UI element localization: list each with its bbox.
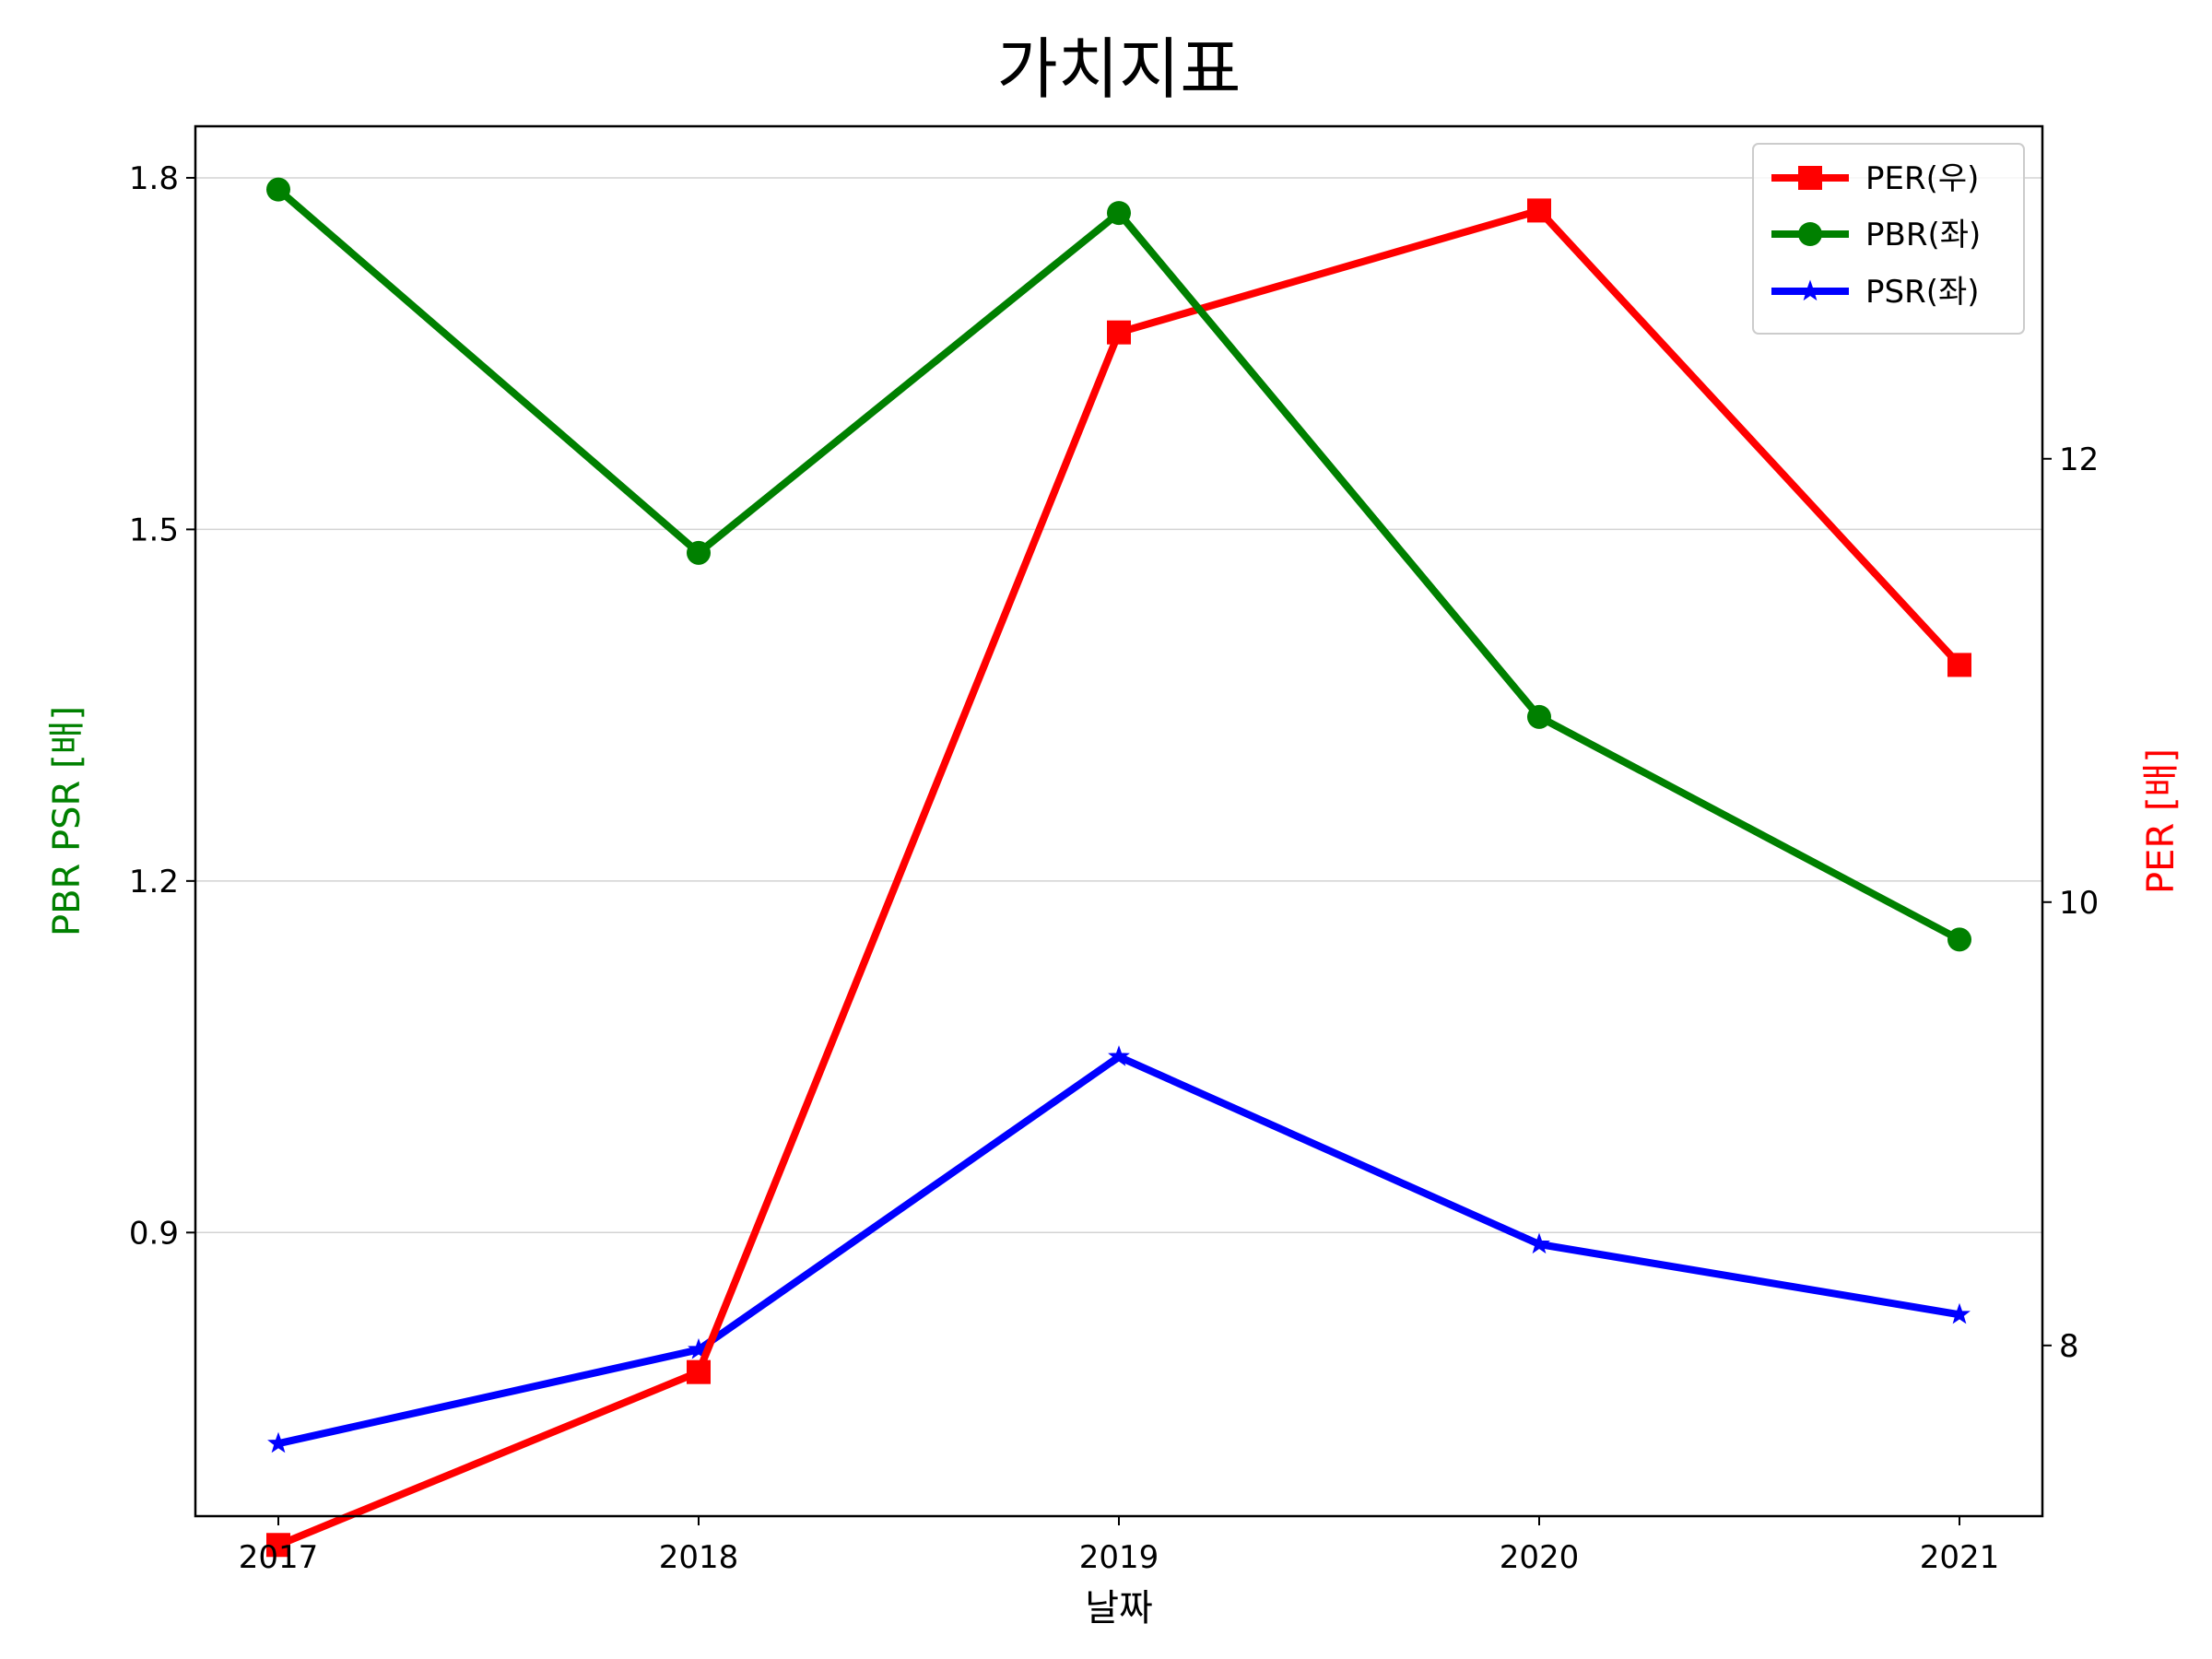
x-axis-title: 날짜 [1085,1587,1153,1630]
data-point-square-2020 [1527,198,1551,223]
y-right-tick-label-10: 10 [2059,885,2099,922]
data-point-circle-2020 [1527,704,1551,729]
data-point-square-2021 [1947,653,1971,677]
series-star [267,1045,1971,1453]
y-right-tick-label-12: 12 [2059,441,2099,478]
data-point-circle-2018 [687,540,711,565]
legend-frame [1752,143,2025,335]
y-left-tick-label-1.8: 1.8 [129,160,179,197]
legend-label-square: PER(우) [1865,160,1979,197]
data-point-star-2019 [1108,1045,1130,1066]
series-circle [266,177,1971,952]
y-axis-left-title: PBR PSR [배] [46,706,88,936]
legend-marker-star [1799,279,1821,301]
chart-title: 가치지표 [997,30,1241,108]
data-point-square-2019 [1107,320,1131,345]
x-tick-label-2020: 2020 [1500,1539,1580,1576]
legend-marker-square [1798,166,1822,190]
y-right-tick-label-8: 8 [2059,1328,2079,1365]
data-point-circle-2019 [1107,201,1131,226]
x-tick-label-2018: 2018 [659,1539,739,1576]
data-point-circle-2021 [1947,927,1971,952]
legend-label-star: PSR(좌) [1865,274,1980,311]
series-square [266,198,1971,1558]
x-tick-label-2019: 2019 [1079,1539,1159,1576]
y-left-tick-label-1.2: 1.2 [129,864,179,900]
y-left-tick-label-0.9: 0.9 [129,1215,179,1252]
x-tick-label-2021: 2021 [1920,1539,2000,1576]
legend-label-circle: PBR(좌) [1865,217,1981,253]
legend-marker-circle [1798,222,1822,246]
legend: PER(우) PBR(좌) PSR(좌) [1752,143,2025,335]
y-left-tick-label-1.5: 1.5 [129,512,179,548]
data-point-square-2018 [687,1359,711,1384]
y-axis-right-title: PER [배] [2140,748,2183,894]
data-point-star-2020 [1528,1232,1550,1254]
axis-ticks: 0.9 1.2 1.5 1.8 8 10 12 2017 2018 2019 2020 2021 [129,160,2099,1576]
gridlines [195,177,2042,1234]
x-tick-label-2017: 2017 [239,1539,319,1576]
data-point-circle-2017 [266,177,290,202]
data-point-star-2017 [267,1431,289,1453]
data-point-star-2021 [1948,1302,1971,1324]
data-point-square-2017 [266,1533,290,1558]
series-lines [266,177,1971,1558]
